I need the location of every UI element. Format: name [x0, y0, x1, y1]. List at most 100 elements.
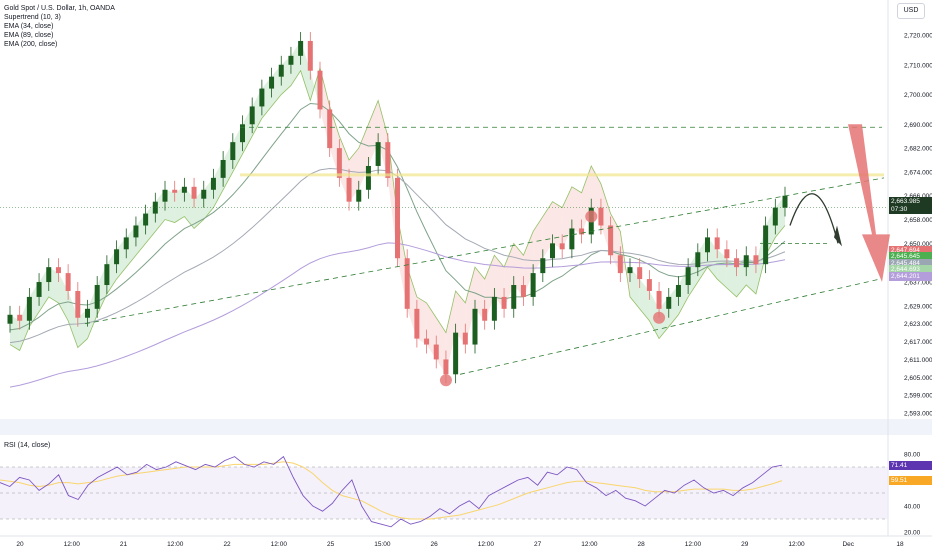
candle-body	[317, 70, 323, 110]
candle-body	[259, 88, 265, 107]
candle-body	[65, 273, 71, 291]
supertrend-fill	[58, 273, 69, 321]
price-tick-label: 2,593.000	[904, 411, 932, 418]
rsi-legend[interactable]: RSI (14, close)	[4, 442, 51, 449]
candle-body	[646, 279, 652, 291]
candle-body	[46, 267, 52, 283]
supertrend-fill	[68, 290, 78, 348]
candle-body	[569, 228, 575, 250]
supertrend-fill	[475, 267, 485, 321]
candle-body	[85, 308, 90, 318]
rsi-tick-label: 80.00	[904, 452, 921, 459]
legend-supertrend[interactable]: Supertrend (10, 3)	[4, 14, 61, 21]
candle-body	[491, 296, 497, 321]
time-tick-label: 21	[120, 541, 128, 548]
rsi-line	[0, 455, 783, 528]
price-tag: 2,645.645	[889, 251, 932, 261]
price-tag: 2,644.693	[889, 265, 932, 275]
price-tick-label: 2,690.000	[904, 122, 932, 129]
supertrend-fill	[513, 243, 524, 297]
candle-body	[482, 308, 488, 321]
candle-body	[656, 290, 662, 309]
projection-arrow-head	[834, 225, 842, 247]
legend-ema-89[interactable]: EMA (89, close)	[4, 32, 54, 39]
supertrend-fill	[484, 255, 495, 321]
candle-body	[675, 285, 681, 297]
candle-body	[210, 177, 216, 190]
candle-body	[404, 258, 410, 309]
projection-arrow	[789, 193, 839, 244]
supertrend-fill	[571, 186, 582, 235]
price-tick-label: 2,605.000	[904, 375, 932, 382]
ema-34-line	[9, 102, 786, 331]
candle-body	[365, 165, 371, 190]
time-tick-label: 12:00	[788, 541, 805, 548]
supertrend-fill	[552, 201, 563, 250]
supertrend-fill	[717, 249, 727, 288]
pane-separator	[0, 419, 932, 435]
candle-body	[181, 186, 187, 193]
candle-body	[143, 213, 149, 226]
price-tick-label: 2,599.000	[904, 393, 932, 400]
pivot-marker	[439, 374, 452, 387]
candle-body	[327, 109, 333, 149]
candle-body	[724, 249, 730, 259]
candle-body	[94, 285, 100, 309]
candle-body	[152, 201, 158, 214]
currency-button[interactable]: USD	[897, 3, 925, 19]
candle-body	[375, 142, 381, 166]
forecast-arrow	[848, 124, 890, 283]
candle-body	[695, 252, 701, 268]
candle-body	[598, 207, 604, 226]
candle-body	[55, 267, 61, 274]
candle-body	[743, 255, 749, 268]
supertrend-fill	[494, 255, 505, 309]
price-tick-label: 2,637.000	[904, 280, 932, 287]
candle-body	[172, 189, 178, 193]
price-tag: 2,644.201	[889, 271, 932, 281]
price-tick-label: 2,617.000	[904, 339, 932, 346]
candle-body	[433, 344, 439, 360]
price-tag: 2,663.985	[889, 197, 932, 207]
supertrend-fill	[445, 290, 456, 375]
time-tick-label: Dec	[842, 541, 854, 548]
candle-body	[220, 160, 226, 178]
candle-body	[472, 308, 478, 345]
candle-body	[617, 255, 623, 274]
candle-body	[424, 338, 430, 345]
legend-ema-34[interactable]: EMA (34, close)	[4, 23, 54, 30]
candle-body	[104, 264, 110, 286]
supertrend-fill	[504, 243, 514, 309]
candle-body	[75, 290, 81, 318]
time-tick-label: 15:00	[374, 541, 391, 548]
supertrend-fill	[174, 186, 185, 223]
candle-body	[501, 296, 507, 309]
supertrend-fill	[194, 189, 204, 229]
price-tick-label: 2,700.000	[904, 92, 932, 99]
candle-body	[714, 237, 720, 250]
time-tick-label: 25	[327, 541, 335, 548]
candle-body	[336, 148, 342, 178]
candle-body	[269, 76, 275, 89]
time-tick-label: 27	[534, 541, 542, 548]
rsi-tick-label: 20.00	[904, 530, 921, 537]
candle-body	[462, 332, 468, 345]
legend-ema-200[interactable]: EMA (200, close)	[4, 41, 58, 48]
candle-body	[201, 189, 207, 199]
candle-body	[162, 189, 168, 202]
candle-body	[26, 296, 32, 321]
price-tick-label: 2,658.000	[904, 217, 932, 224]
candle-body	[17, 314, 23, 321]
candle-body	[346, 177, 352, 202]
candle-body	[782, 195, 788, 208]
price-tick-label: 2,650.000	[904, 241, 932, 248]
supertrend-fill	[523, 231, 534, 297]
supertrend-fill	[581, 165, 592, 235]
time-tick-label: 12:00	[478, 541, 495, 548]
price-tick-label: 2,720.000	[904, 33, 932, 40]
price-tag: 2,647.694	[889, 245, 932, 255]
candle-body	[123, 237, 129, 250]
candle-body	[734, 258, 740, 268]
candle-body	[753, 255, 759, 265]
